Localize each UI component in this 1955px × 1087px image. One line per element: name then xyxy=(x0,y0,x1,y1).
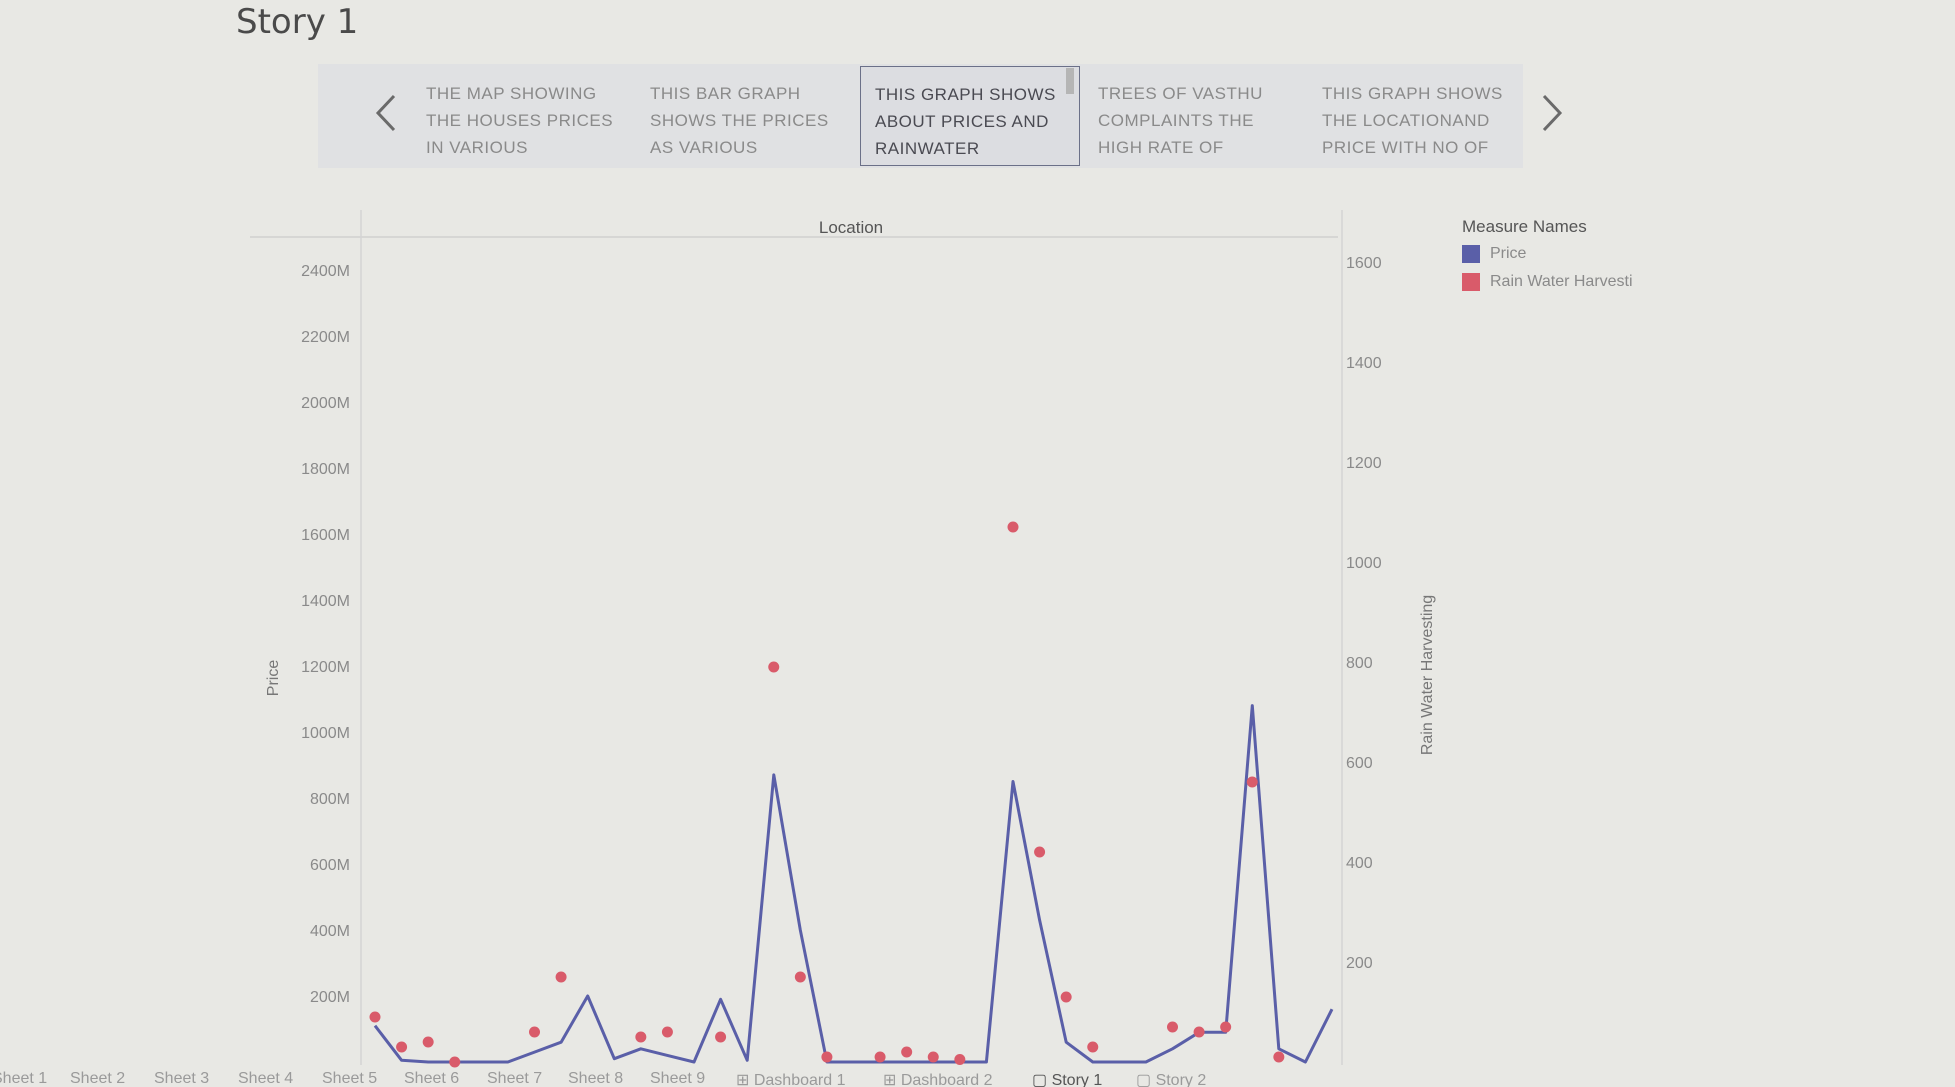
rain-water-point[interactable] xyxy=(874,1051,886,1063)
y-tick-label: 2200M xyxy=(301,329,350,346)
tab-sheet-8[interactable]: Sheet 8 xyxy=(568,1070,624,1087)
rain-water-point[interactable] xyxy=(1273,1051,1285,1063)
y2-tick-label: 1400 xyxy=(1346,355,1382,372)
y-tick-label: 800M xyxy=(310,791,350,808)
story-point-scrollbar[interactable] xyxy=(1066,68,1074,94)
y-tick-label: 1600M xyxy=(301,527,350,544)
rain-water-point[interactable] xyxy=(794,971,806,983)
story-point-line: SHOWS THE PRICES xyxy=(650,111,829,130)
y2-tick-label: 600 xyxy=(1346,755,1373,772)
rain-water-point[interactable] xyxy=(901,1046,913,1058)
y-tick-label: 1000M xyxy=(301,725,350,742)
story-point-line: COMPLAINTS THE xyxy=(1098,111,1254,130)
next-story-point-button[interactable] xyxy=(1532,88,1572,138)
story-point-line: IN VARIOUS xyxy=(426,138,528,157)
rain-water-point[interactable] xyxy=(369,1011,381,1023)
legend-title: Measure Names xyxy=(1462,217,1587,236)
y-tick-label: 2400M xyxy=(301,263,350,280)
tab-sheet-5[interactable]: Sheet 5 xyxy=(322,1070,378,1087)
sheet-tabs: Sheet 1 Sheet 2 Sheet 3 Sheet 4 Sheet 5 … xyxy=(0,1070,1955,1087)
rain-water-point[interactable] xyxy=(555,971,567,983)
price-swatch xyxy=(1462,245,1480,263)
tab-sheet-6[interactable]: Sheet 6 xyxy=(404,1070,460,1087)
legend-label: Rain Water Harvesti xyxy=(1490,273,1633,290)
rain-water-point[interactable] xyxy=(821,1051,833,1063)
rain-water-point[interactable] xyxy=(396,1041,408,1053)
y2-tick-label: 1000 xyxy=(1346,555,1382,572)
rain-water-point[interactable] xyxy=(715,1031,727,1043)
y2-axis-label: Rain Water Harvesting xyxy=(1419,595,1436,755)
story-point-line: RAINWATER xyxy=(875,139,980,158)
rain-water-point[interactable] xyxy=(1167,1021,1178,1033)
story-point-line: THIS BAR GRAPH xyxy=(650,84,801,103)
tab-dashboard-1[interactable]: ⊞ Dashboard 1 xyxy=(736,1072,846,1087)
story-point-line: THE MAP SHOWING xyxy=(426,84,597,103)
rain-water-point[interactable] xyxy=(635,1031,647,1043)
tab-sheet-7[interactable]: Sheet 7 xyxy=(487,1070,543,1087)
story-point-line: THE LOCATIONAND xyxy=(1322,111,1490,130)
rain-water-point[interactable] xyxy=(1034,846,1046,858)
story-point-1[interactable]: THE MAP SHOWING THE HOUSES PRICES IN VAR… xyxy=(412,66,632,166)
story-point-line: THIS GRAPH SHOWS xyxy=(1322,84,1503,103)
y-tick-label: 200M xyxy=(310,989,350,1006)
tab-sheet-9[interactable]: Sheet 9 xyxy=(650,1070,706,1087)
rain-water-point[interactable] xyxy=(1220,1021,1232,1033)
y-tick-label: 600M xyxy=(310,857,350,874)
rain-water-swatch xyxy=(1462,273,1480,291)
story-point-line: THIS GRAPH SHOWS xyxy=(875,85,1056,104)
tab-story-2[interactable]: ▢ Story 2 xyxy=(1136,1072,1207,1087)
y-tick-label: 1400M xyxy=(301,593,350,610)
y-tick-label: 400M xyxy=(310,923,350,940)
rain-water-point[interactable] xyxy=(1060,991,1072,1003)
chevron-right-icon xyxy=(1542,94,1563,132)
y2-tick-label: 1600 xyxy=(1346,255,1382,272)
y-tick-label: 1200M xyxy=(301,659,350,676)
y2-tick-label: 200 xyxy=(1346,955,1373,972)
tab-sheet-3[interactable]: Sheet 3 xyxy=(154,1070,210,1087)
tab-story-1[interactable]: ▢ Story 1 xyxy=(1032,1072,1103,1087)
tab-sheet-2[interactable]: Sheet 2 xyxy=(70,1070,126,1087)
story-point-line: AS VARIOUS xyxy=(650,138,758,157)
legend-item-price[interactable]: Price xyxy=(1462,245,1633,263)
rain-water-point[interactable] xyxy=(1193,1026,1205,1038)
story-point-2[interactable]: THIS BAR GRAPH SHOWS THE PRICES AS VARIO… xyxy=(636,66,856,166)
story-title: Story 1 xyxy=(236,2,359,42)
y-axis-label: Price xyxy=(265,660,282,697)
tab-dashboard-2[interactable]: ⊞ Dashboard 2 xyxy=(883,1072,993,1087)
rain-water-point[interactable] xyxy=(954,1054,966,1065)
story-point-5[interactable]: THIS GRAPH SHOWS THE LOCATIONAND PRICE W… xyxy=(1308,66,1528,166)
tab-sheet-4[interactable]: Sheet 4 xyxy=(238,1070,294,1087)
rain-water-point[interactable] xyxy=(1246,776,1258,788)
tab-sheet-1[interactable]: Sheet 1 xyxy=(0,1070,48,1087)
story-point-4[interactable]: TREES OF VASTHU COMPLAINTS THE HIGH RATE… xyxy=(1084,66,1304,166)
price-series-line[interactable] xyxy=(373,704,1334,1064)
y2-tick-label: 800 xyxy=(1346,655,1373,672)
previous-story-point-button[interactable] xyxy=(366,88,406,138)
y2-tick-label: 1200 xyxy=(1346,455,1382,472)
legend-item-rain-water[interactable]: Rain Water Harvesti xyxy=(1462,273,1633,291)
y-tick-label: 1800M xyxy=(301,461,350,478)
chevron-left-icon xyxy=(375,94,396,132)
rain-water-point[interactable] xyxy=(449,1056,461,1068)
rain-water-point[interactable] xyxy=(1007,521,1019,533)
y-tick-label: 2000M xyxy=(301,395,350,412)
rain-water-point[interactable] xyxy=(661,1026,673,1038)
rain-water-point[interactable] xyxy=(768,661,780,673)
story-point-line: THE HOUSES PRICES xyxy=(426,111,614,130)
story-point-line: ABOUT PRICES AND xyxy=(875,112,1049,131)
story-point-line: TREES OF VASTHU xyxy=(1098,84,1263,103)
y2-tick-label: 400 xyxy=(1346,855,1373,872)
legend-label: Price xyxy=(1490,245,1527,262)
x-axis-label: Location xyxy=(819,218,883,237)
rain-water-point[interactable] xyxy=(529,1026,540,1038)
legend: Measure Names Price Rain Water Harvesti xyxy=(1462,217,1633,301)
rain-water-point[interactable] xyxy=(422,1036,434,1048)
story-point-line: PRICE WITH NO OF xyxy=(1322,138,1489,157)
story-point-line: HIGH RATE OF xyxy=(1098,138,1224,157)
story-point-3[interactable]: THIS GRAPH SHOWS ABOUT PRICES AND RAINWA… xyxy=(860,66,1080,166)
rain-water-point[interactable] xyxy=(927,1051,939,1063)
rain-water-point[interactable] xyxy=(1087,1041,1099,1053)
